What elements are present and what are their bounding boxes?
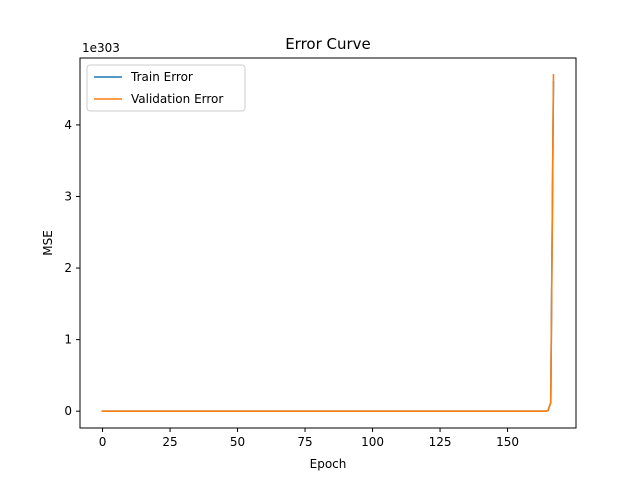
axis-ticks: 0 25 50 75 100 125 150 0 1 2 3 4 <box>64 118 519 449</box>
y-tick-label: 4 <box>64 118 72 132</box>
x-tick-label: 0 <box>99 435 107 449</box>
y-tick-label: 3 <box>64 189 72 203</box>
y-axis-label: MSE <box>41 230 55 256</box>
x-tick-label: 150 <box>496 435 519 449</box>
plot-frame <box>79 57 577 429</box>
x-tick-label: 25 <box>162 435 177 449</box>
x-tick-label: 125 <box>429 435 452 449</box>
y-offset-label: 1e303 <box>82 41 120 55</box>
series-line-validation-error <box>101 74 555 412</box>
legend: Train Error Validation Error <box>86 64 246 112</box>
y-tick-label: 1 <box>64 333 72 347</box>
legend-label-train-error: Train Error <box>130 70 193 84</box>
x-tick-label: 100 <box>361 435 384 449</box>
chart-title: Error Curve <box>285 35 371 53</box>
legend-box <box>86 64 246 112</box>
x-tick-label: 50 <box>230 435 245 449</box>
y-tick-label: 0 <box>64 404 72 418</box>
data-series <box>101 74 555 412</box>
legend-label-validation-error: Validation Error <box>131 92 223 106</box>
x-axis-label: Epoch <box>310 457 347 471</box>
x-tick-label: 75 <box>297 435 312 449</box>
y-tick-label: 2 <box>64 261 72 275</box>
